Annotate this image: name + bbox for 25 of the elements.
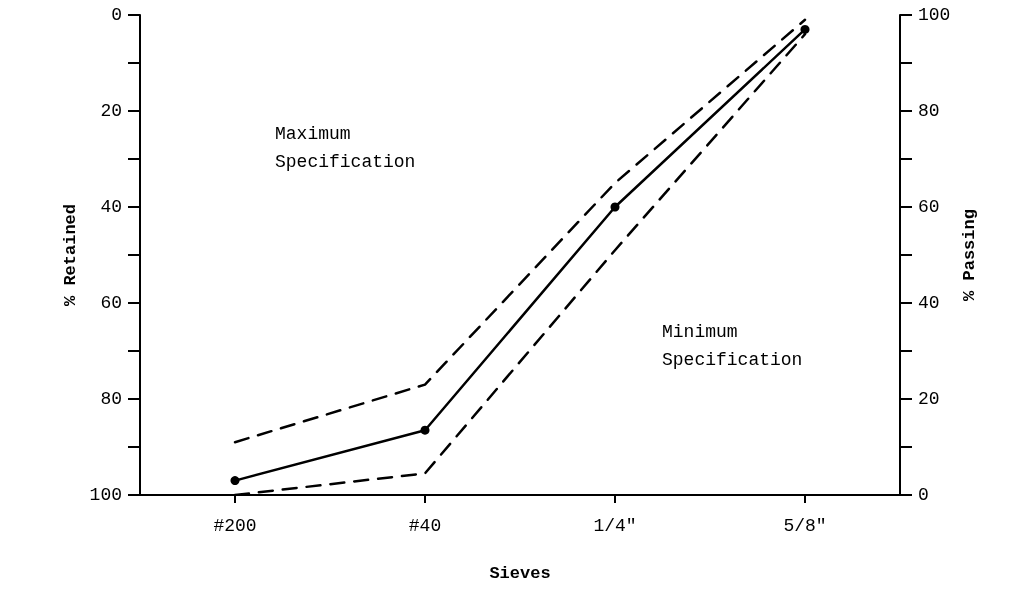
y-tick-label: 80 bbox=[100, 389, 122, 409]
point bbox=[610, 202, 620, 212]
y-tick-label: 60 bbox=[100, 293, 122, 313]
y2-tick-label: 60 bbox=[918, 197, 940, 217]
y-tick-label: 100 bbox=[89, 485, 122, 505]
y-axis-title: % Retained bbox=[60, 203, 80, 307]
point bbox=[230, 476, 240, 486]
annotation: Minimum Specification bbox=[662, 322, 803, 370]
x-axis-title: Sieves bbox=[489, 564, 551, 583]
y-tick-label: 20 bbox=[100, 101, 122, 121]
point bbox=[800, 24, 810, 34]
point bbox=[420, 425, 430, 435]
y2-tick-label: 20 bbox=[918, 389, 940, 409]
y2-tick-label: 40 bbox=[918, 293, 940, 313]
x-tick-label: 5/8" bbox=[783, 516, 827, 536]
y2-tick-label: 100 bbox=[918, 5, 951, 25]
x-tick-label: #200 bbox=[213, 516, 257, 536]
annotation: Maximum Specification bbox=[275, 124, 416, 172]
y2-tick-label: 80 bbox=[918, 101, 940, 121]
y-tick-label: 40 bbox=[100, 197, 122, 217]
x-tick-label: 1/4" bbox=[593, 516, 637, 536]
y2-axis-title: % Passing bbox=[960, 209, 980, 301]
y2-tick-label: 0 bbox=[918, 485, 929, 505]
x-tick-label: #40 bbox=[408, 516, 442, 536]
y-tick-label: 0 bbox=[111, 5, 122, 25]
